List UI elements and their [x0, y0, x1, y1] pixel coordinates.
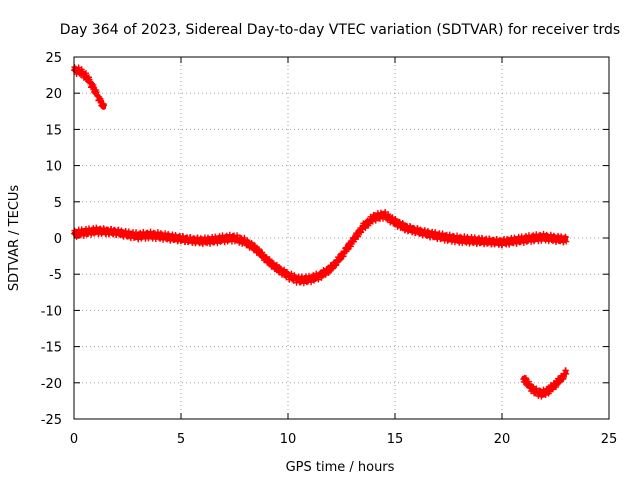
x-tick-label: 25	[601, 432, 618, 447]
x-tick-label: 5	[177, 432, 185, 447]
plot-frame	[73, 56, 610, 420]
x-tick-label: 20	[494, 432, 511, 447]
data-point	[100, 102, 107, 109]
y-tick-label: 15	[45, 123, 62, 138]
x-tick-label: 0	[70, 432, 78, 447]
y-tick-label: -5	[49, 268, 62, 283]
y-tick-label: -15	[41, 341, 62, 356]
data-series	[71, 64, 570, 400]
x-axis-label: GPS time / hours	[286, 460, 395, 475]
x-tick-label: 10	[280, 432, 297, 447]
chart-title: Day 364 of 2023, Sidereal Day-to-day VTE…	[60, 22, 620, 38]
y-axis-label: SDTVAR / TECUs	[7, 185, 22, 292]
data-point	[563, 238, 570, 245]
y-tick-label: -20	[41, 377, 62, 392]
y-tick-label: -25	[41, 413, 62, 428]
y-tick-label: 20	[45, 87, 62, 102]
data-point	[563, 370, 570, 377]
y-tick-label: -10	[41, 304, 62, 319]
y-tick-label: 0	[54, 232, 62, 247]
x-tick-label: 15	[387, 432, 404, 447]
y-tick-label: 5	[54, 196, 62, 211]
y-tick-label: 25	[45, 51, 62, 66]
y-tick-label: 10	[45, 160, 62, 175]
